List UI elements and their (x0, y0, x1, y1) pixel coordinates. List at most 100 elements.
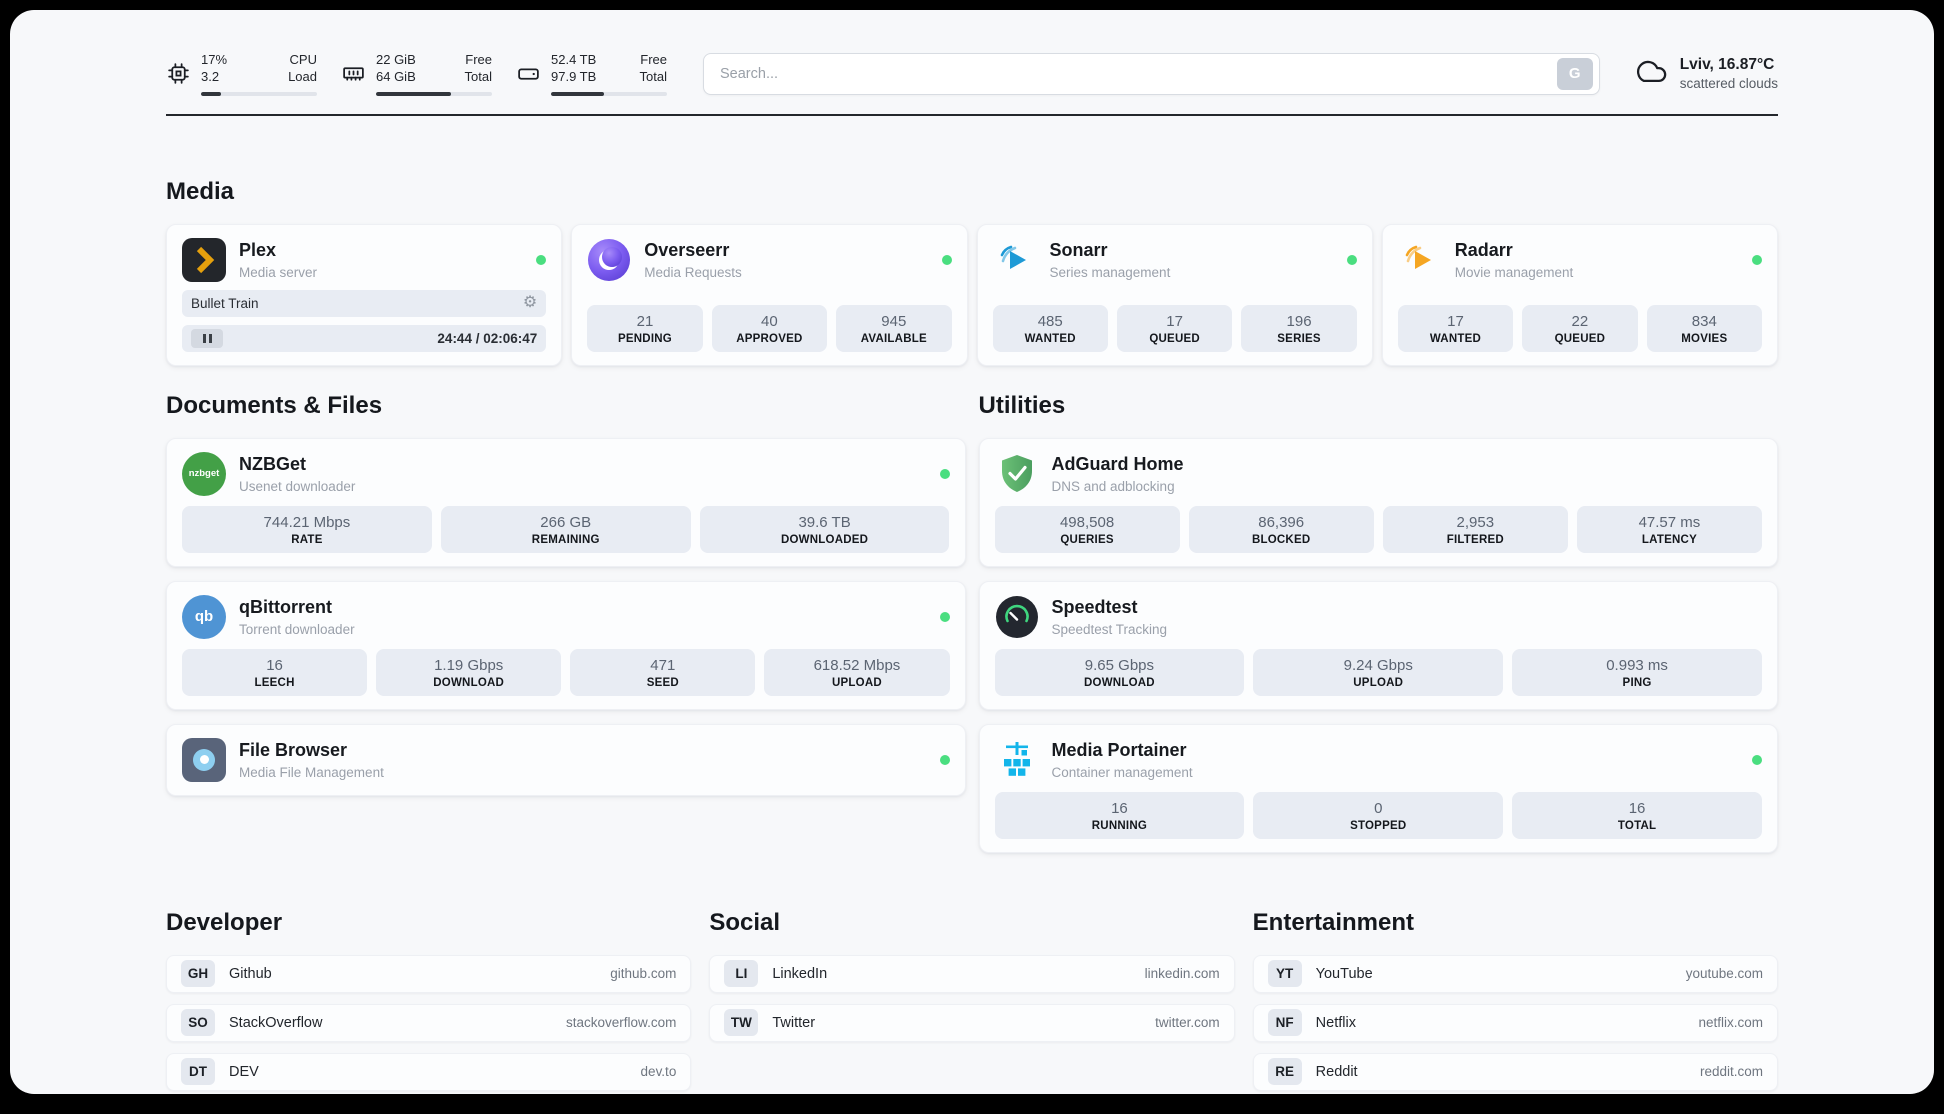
app-name: Plex (239, 239, 277, 260)
stat-latency: 47.57 ms LATENCY (1576, 505, 1762, 553)
app-description: Speedtest Tracking (1051, 621, 1168, 637)
bookmark-stackoverflow[interactable]: SO StackOverflow stackoverflow.com (166, 1003, 692, 1042)
section-title-developer: Developer (166, 908, 283, 936)
stat-approved: 40 APPROVED (711, 304, 828, 352)
app-tile-adguard[interactable]: AdGuard Home DNS and adblocking 498,508 Q… (978, 437, 1778, 567)
app-tile-qbittorrent[interactable]: qb qBittorrent Torrent downloader 16 LEEC… (166, 580, 966, 710)
disk-free-value: 52.4 TB (551, 52, 597, 67)
app-description: Media File Management (239, 764, 384, 780)
app-description: Container management (1051, 764, 1193, 780)
filebrowser-icon (182, 737, 226, 782)
radarr-icon (1398, 238, 1442, 282)
bookmark-github[interactable]: GH Github github.com (166, 954, 692, 993)
app-name: NZBGet (239, 453, 306, 474)
plex-icon (182, 237, 226, 282)
bookmark-netflix[interactable]: NF Netflix netflix.com (1252, 1003, 1778, 1042)
nzbget-icon: nzbget (182, 451, 226, 496)
app-tile-sonarr[interactable]: Sonarr Series management 485 WANTED 17 QUE… (976, 223, 1373, 366)
bookmark-dev[interactable]: DT DEV dev.to (166, 1052, 692, 1091)
social-column: Social LI LinkedIn linkedin.com TW Twitt… (709, 908, 1235, 1091)
bookmark-url: youtube.com (1685, 966, 1763, 982)
stat-ping: 0.993 ms PING (1512, 648, 1762, 696)
bookmark-abbr: DT (181, 1058, 215, 1086)
stat-remaining: 266 GB REMAINING (440, 505, 691, 553)
disk-total-label: Total (639, 68, 667, 84)
settings-gear-icon[interactable]: ⚙ (522, 294, 538, 312)
status-dot (941, 254, 952, 265)
app-tile-radarr[interactable]: Radarr Movie management 17 WANTED 22 QUEUE… (1381, 223, 1778, 366)
stat-available: 945 AVAILABLE (836, 304, 952, 352)
status-dot (1752, 254, 1762, 265)
section-title-media: Media (166, 177, 235, 205)
bookmark-youtube[interactable]: YT YouTube youtube.com (1252, 954, 1778, 993)
app-description: Usenet downloader (239, 478, 356, 494)
status-dot (1752, 754, 1762, 765)
status-dot (536, 254, 547, 265)
search-input[interactable] (718, 64, 1557, 83)
pause-button[interactable] (191, 328, 223, 348)
stat-queued: 17 QUEUED (1116, 304, 1233, 352)
bookmark-abbr: RE (1267, 1058, 1302, 1086)
stat-series: 196 SERIES (1241, 304, 1357, 352)
search-engine-button[interactable]: G (1556, 57, 1593, 90)
playback-time: 24:44 / 02:06:47 (437, 330, 538, 346)
bookmark-abbr: YT (1267, 960, 1302, 988)
speedtest-icon (995, 595, 1039, 639)
app-tile-filebrowser[interactable]: File Browser Media File Management (166, 723, 966, 796)
bookmark-abbr: SO (181, 1009, 215, 1037)
cpu-percent: 17% (201, 52, 228, 67)
stat-download: 1.19 Gbps DOWNLOAD (376, 648, 562, 696)
search-bar: G (703, 52, 1600, 95)
bookmark-abbr: TW (724, 1009, 759, 1037)
stat-movies: 834 MOVIES (1646, 304, 1763, 352)
bookmark-name: LinkedIn (772, 965, 828, 982)
bookmark-url: linkedin.com (1144, 966, 1220, 982)
app-tile-plex[interactable]: Plex Media server Bullet Train ⚙ 24:44 /… (166, 223, 563, 366)
app-tile-nzbget[interactable]: nzbget NZBGet Usenet downloader 744.21 M… (166, 437, 966, 567)
stat-stopped: 0 STOPPED (1253, 791, 1504, 839)
app-tile-speedtest[interactable]: Speedtest Speedtest Tracking 9.65 Gbps DO… (978, 580, 1778, 710)
bookmark-linkedin[interactable]: LI LinkedIn linkedin.com (709, 954, 1235, 993)
bookmark-name: Github (229, 965, 272, 982)
cpu-load-label: Load (288, 68, 317, 84)
ram-progress-bar (376, 91, 492, 96)
entertainment-column: Entertainment YT YouTube youtube.com NF … (1252, 909, 1778, 1091)
section-title-social: Social (709, 908, 781, 936)
bookmark-url: stackoverflow.com (566, 1015, 677, 1031)
bookmark-twitter[interactable]: TW Twitter twitter.com (709, 1003, 1235, 1042)
stat-blocked: 86,396 BLOCKED (1188, 505, 1374, 553)
stat-total: 16 TOTAL (1512, 791, 1762, 839)
now-playing-title: Bullet Train (191, 295, 259, 311)
disk-widget: 52.4 TB 97.9 TB Free Total (516, 52, 667, 96)
status-dot (939, 468, 950, 479)
app-name: File Browser (239, 739, 348, 760)
cloud-icon (1634, 54, 1668, 93)
app-description: DNS and adblocking (1051, 478, 1175, 494)
documents-column: Documents & Files nzbget NZBGet Usenet d… (166, 392, 966, 796)
app-name: Speedtest (1051, 596, 1138, 617)
app-description: Media Requests (644, 264, 742, 280)
sonarr-icon (993, 238, 1037, 282)
cpu-progress-bar (201, 91, 317, 96)
section-title-utilities: Utilities (978, 391, 1066, 419)
bookmark-url: dev.to (640, 1064, 677, 1080)
ram-icon (341, 61, 366, 86)
bookmark-name: YouTube (1315, 965, 1373, 982)
app-tile-overseerr[interactable]: Overseerr Media Requests 21 PENDING 40 APP… (571, 223, 968, 366)
app-tile-portainer[interactable]: Media Portainer Container management 16 R… (978, 723, 1778, 853)
weather-widget: Lviv, 16.87°C scattered clouds (1634, 54, 1778, 93)
app-description: Torrent downloader (239, 621, 355, 637)
app-name: Radarr (1454, 239, 1513, 260)
overseerr-icon (587, 238, 631, 282)
bookmark-abbr: GH (181, 960, 215, 988)
stat-upload: 9.24 Gbps UPLOAD (1253, 648, 1504, 696)
section-title-documents: Documents & Files (166, 391, 383, 419)
stat-pending: 21 PENDING (587, 304, 703, 352)
bookmark-reddit[interactable]: RE Reddit reddit.com (1252, 1052, 1778, 1091)
app-description: Movie management (1454, 264, 1574, 280)
bookmark-url: github.com (610, 966, 677, 982)
status-dot (939, 754, 950, 765)
stat-leech: 16 LEECH (182, 648, 368, 696)
weather-location: Lviv, 16.87°C (1679, 56, 1775, 74)
cpu-load-value: 3.2 (201, 68, 220, 84)
